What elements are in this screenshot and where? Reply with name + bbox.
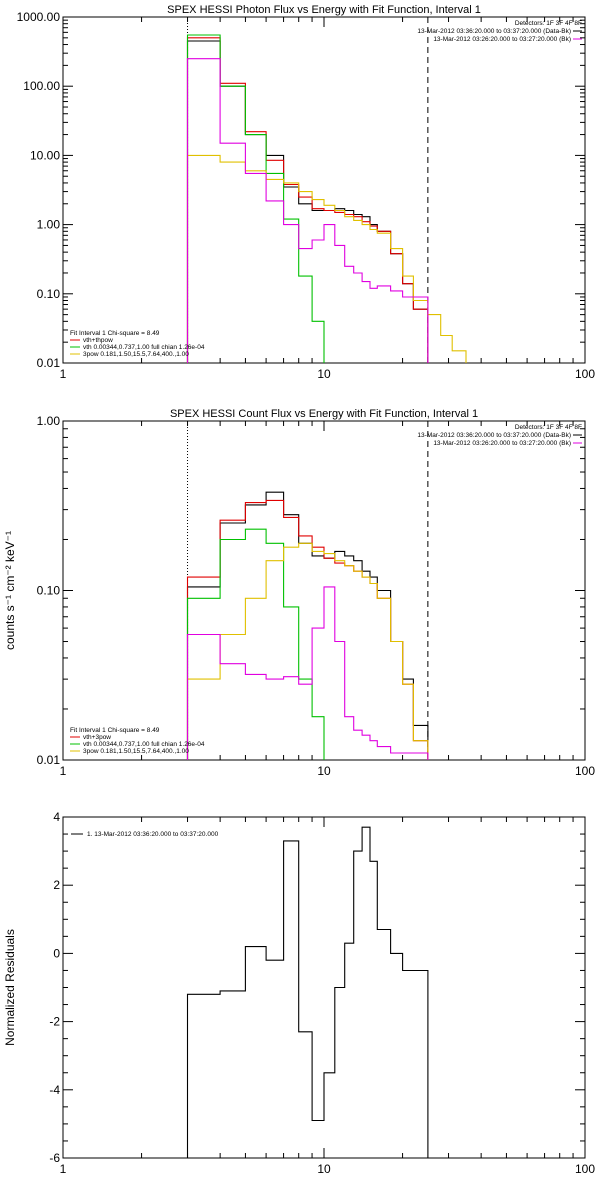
y-tick-label: 4 xyxy=(53,810,60,824)
series-line-3 xyxy=(186,34,325,363)
header-text: 13-Mar-2012 03:26:20.000 to 03:27:20.000… xyxy=(433,36,571,43)
x-tick-label: 1 xyxy=(60,367,67,381)
chart-panel-3: 1 10 100 4 2 0 -2 -4 -6 Normalized Residuals 1. 13… xyxy=(3,810,595,1176)
legend-text: 1. 13-Mar-2012 03:36:20.000 to 03:37:20.… xyxy=(87,831,219,838)
fit-info-text: vth 0.00344,0.737,1.00 full chian 1.26e-… xyxy=(83,741,205,748)
x-tick-label: 10 xyxy=(317,367,331,381)
header-text: Detectors: 1F 3F 4F 8F xyxy=(515,424,582,431)
series-line-5 xyxy=(186,586,429,760)
y-tick-label: 2 xyxy=(53,878,60,892)
fit-info-text: Fit Interval 1 Chi-square = 8.49 xyxy=(70,330,160,337)
series-line-4 xyxy=(186,542,429,760)
series-line-1 xyxy=(186,491,429,760)
y-tick-label: 0.10 xyxy=(37,584,61,598)
x-tick-label: 100 xyxy=(575,1162,595,1176)
x-tick-label: 1 xyxy=(60,1162,67,1176)
y-tick-label: 1.00 xyxy=(37,414,61,428)
chart-panel-2: SPEX HESSI Count Flux vs Energy with Fit… xyxy=(3,408,595,778)
fit-info-text: vth+thpow xyxy=(83,337,113,344)
series-line-5 xyxy=(186,58,429,363)
chart-title: SPEX HESSI Photon Flux vs Energy with Fi… xyxy=(167,4,481,16)
y-tick-label: 1.00 xyxy=(37,218,61,232)
fit-info-text: vth 0.00344,0.737,1.00 full chian 1.26e-… xyxy=(83,344,205,351)
x-tick-label: 10 xyxy=(317,1162,331,1176)
y-tick-label: -2 xyxy=(49,1015,60,1029)
y-tick-label: -4 xyxy=(49,1083,60,1097)
y-axis-label: counts s⁻¹ cm⁻² keV⁻¹ xyxy=(3,531,17,650)
series-line-1 xyxy=(186,826,429,1158)
series-line-2 xyxy=(186,37,429,363)
fit-info-text: vth+3pow xyxy=(83,734,111,741)
y-tick-label: -6 xyxy=(49,1151,60,1165)
header-text: 13-Mar-2012 03:26:20.000 to 03:27:20.000… xyxy=(433,440,571,447)
y-tick-label: 10.00 xyxy=(30,148,60,162)
fit-info-text: 3pow 0.181,1.50,15.5,7.64,400.,1.00 xyxy=(83,351,189,358)
x-tick-label: 1 xyxy=(60,764,67,778)
y-tick-label: 1000.00 xyxy=(17,10,61,24)
x-tick-label: 10 xyxy=(317,764,331,778)
y-tick-label: 0.01 xyxy=(37,356,61,370)
fit-info-text: 3pow 0.181,1.50,15.5,7.64,400.,1.00 xyxy=(83,748,189,755)
y-tick-label: 100.00 xyxy=(23,79,60,93)
series-line-4 xyxy=(186,154,467,363)
plot-frame xyxy=(62,16,586,364)
header-text: 13-Mar-2012 03:36:20.000 to 03:37:20.000… xyxy=(417,28,571,35)
chart-panel-1: SPEX HESSI Photon Flux vs Energy with Fi… xyxy=(17,4,596,381)
series-line-3 xyxy=(186,528,325,760)
x-tick-label: 100 xyxy=(575,367,595,381)
header-text: Detectors: 1F 3F 4F 8F xyxy=(515,20,582,27)
y-tick-label: 0.01 xyxy=(37,753,61,767)
chart-title: SPEX HESSI Count Flux vs Energy with Fit… xyxy=(170,408,478,420)
x-tick-label: 100 xyxy=(575,764,595,778)
y-tick-label: 0.10 xyxy=(37,287,61,301)
y-axis-label: Normalized Residuals xyxy=(3,929,17,1046)
fit-info-text: Fit Interval 1 Chi-square = 8.49 xyxy=(70,727,160,734)
y-tick-label: 0 xyxy=(53,946,60,960)
header-text: 13-Mar-2012 03:36:20.000 to 03:37:20.000… xyxy=(417,432,571,439)
series-line-1 xyxy=(186,40,429,363)
